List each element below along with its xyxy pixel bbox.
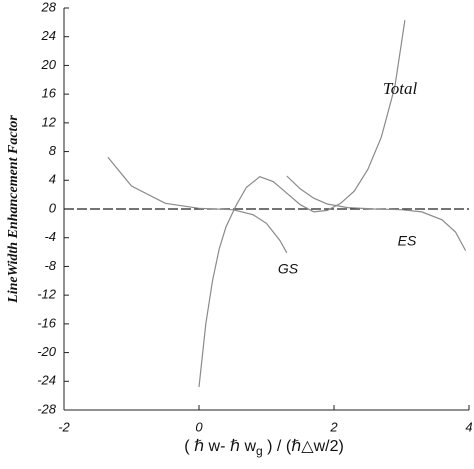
series-label: GS	[278, 261, 299, 277]
y-tick-label: -20	[37, 344, 57, 359]
x-axis-label-main: ( ℏ w- ℏ w	[184, 438, 256, 455]
y-tick-label: 0	[49, 200, 57, 215]
y-axis-label: LineWidth Enhancement Factor	[6, 115, 21, 304]
y-tick-label: 4	[49, 172, 56, 187]
curve	[198, 20, 406, 388]
y-tick-label: -24	[37, 373, 56, 388]
x-tick-label: 2	[329, 419, 338, 434]
curve	[107, 156, 288, 254]
x-tick-label: 4	[465, 419, 472, 434]
y-tick-label: -12	[37, 287, 57, 302]
y-tick-label: 20	[41, 57, 57, 72]
y-tick-label: 24	[41, 28, 56, 43]
series-label: Total	[383, 79, 418, 98]
y-tick-label: -8	[44, 258, 56, 273]
y-tick-label: -28	[37, 401, 57, 416]
x-axis-label-tail: ) / (ℏ△w/2)	[263, 438, 344, 455]
y-tick-label: 16	[42, 86, 57, 101]
y-tick-label: -16	[37, 315, 57, 330]
y-tick-label: 28	[41, 0, 57, 14]
y-tick-label: 12	[42, 114, 57, 129]
x-axis-label-sub: g	[256, 444, 263, 458]
x-tick-label: 0	[195, 419, 203, 434]
y-tick-label: -4	[44, 229, 56, 244]
curve	[286, 175, 467, 251]
series-label: ES	[398, 233, 417, 249]
y-tick-label: 8	[49, 143, 57, 158]
x-axis-label: ( ℏ w- ℏ wg ) / (ℏ△w/2)	[184, 438, 344, 458]
x-tick-label: -2	[58, 419, 70, 434]
